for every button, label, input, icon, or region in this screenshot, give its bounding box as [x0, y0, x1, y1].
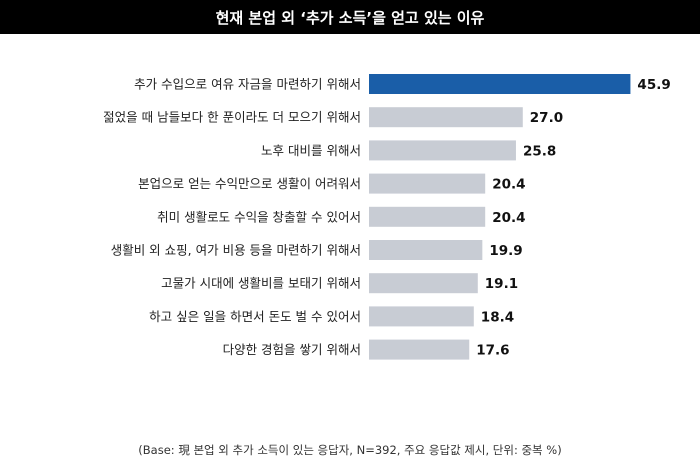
chart-footnote: (Base: 現 본업 외 추가 소득이 있는 응답자, N=392, 주요 응… [138, 443, 562, 457]
bar-1 [369, 74, 631, 94]
bar-6 [369, 240, 483, 260]
value-label-3: 25.8 [523, 143, 556, 159]
category-label-3: 노후 대비를 위해서 [261, 143, 361, 158]
chart-title: 현재 본업 외 ‘추가 소득’을 얻고 있는 이유 [0, 0, 700, 34]
value-label-8: 18.4 [481, 309, 514, 325]
value-label-9: 17.6 [476, 343, 509, 359]
bar-4 [369, 173, 486, 194]
bar-5 [369, 206, 486, 227]
category-label-1: 추가 수입으로 여유 자금을 마련하기 위해서 [134, 77, 361, 92]
category-label-4: 본업으로 얻는 수익만으로 생활이 어려워서 [138, 176, 361, 191]
category-label-7: 고물가 시대에 생활비를 보태기 위해서 [161, 276, 361, 291]
category-label-6: 생활비 외 쇼핑, 여가 비용 등을 마련하기 위해서 [111, 243, 361, 258]
bar-8 [369, 306, 474, 327]
category-label-9: 다양한 경험을 쌓기 위해서 [223, 342, 361, 357]
value-label-7: 19.1 [485, 276, 518, 292]
value-label-4: 20.4 [492, 177, 525, 193]
category-label-5: 취미 생활로도 수익을 창출할 수 있어서 [157, 209, 361, 224]
bar-7 [369, 273, 478, 294]
value-label-2: 27.0 [530, 110, 563, 126]
bar-3 [369, 140, 516, 161]
value-label-6: 19.9 [489, 243, 522, 259]
value-label-5: 20.4 [492, 210, 525, 226]
category-label-8: 하고 싶은 일을 하면서 돈도 벌 수 있어서 [149, 309, 361, 324]
value-label-1: 45.9 [637, 77, 670, 93]
bar-2 [369, 107, 523, 128]
category-label-2: 젊었을 때 남들보다 한 푼이라도 더 모으기 위해서 [103, 110, 361, 125]
bar-9 [369, 339, 470, 360]
